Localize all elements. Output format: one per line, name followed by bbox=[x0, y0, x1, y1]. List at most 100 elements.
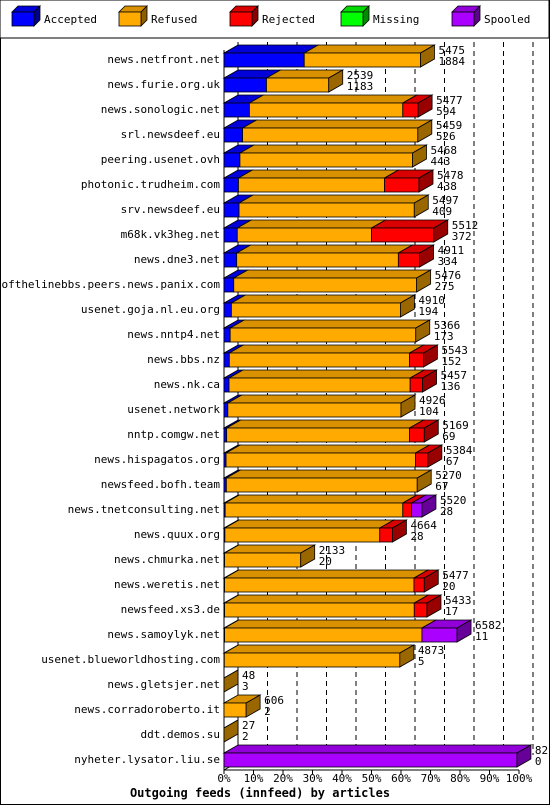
accepted-count-label: 194 bbox=[418, 305, 438, 318]
category-label: usenet.network bbox=[127, 403, 220, 416]
offered-count-label: 2539 bbox=[347, 69, 374, 82]
bar-segment-accepted-top bbox=[222, 44, 320, 54]
bar-segment-refused bbox=[266, 77, 330, 93]
bar-segment-refused bbox=[238, 202, 415, 218]
legend-item-refused: Refused bbox=[118, 5, 197, 27]
x-tick-label: 80% bbox=[450, 772, 470, 785]
category-label: news.chmurka.net bbox=[114, 553, 220, 566]
bar-segment-refused bbox=[224, 552, 302, 568]
offered-count-label: 5457 bbox=[441, 369, 468, 382]
bar-segment-refused-side bbox=[400, 394, 416, 418]
bar-segment-refused-side bbox=[417, 119, 433, 143]
bar-segment-rejected-side bbox=[422, 369, 437, 393]
accepted-count-label: 152 bbox=[441, 355, 461, 368]
bar-segment-rejected bbox=[384, 177, 420, 193]
category-label: news.quux.org bbox=[134, 528, 220, 541]
legend-label: Refused bbox=[151, 13, 197, 26]
offered-count-label: 606 bbox=[264, 694, 284, 707]
bar-segment-refused-top bbox=[228, 319, 432, 329]
bar-segment-refused-top bbox=[232, 269, 433, 279]
x-tick-label: 100% bbox=[506, 772, 533, 785]
accepted-count-label: 443 bbox=[431, 155, 451, 168]
bar-segment-rejected-side bbox=[417, 94, 433, 118]
bar-segment-refused-top bbox=[222, 644, 416, 654]
offered-count-label: 5477 bbox=[442, 569, 469, 582]
bar-segment-refused bbox=[236, 227, 372, 243]
bar-segment-refused-top bbox=[241, 119, 434, 129]
offered-count-label: 5475 bbox=[438, 44, 465, 57]
x-tick-label: 10% bbox=[244, 772, 264, 785]
bar-segment-refused-top bbox=[227, 344, 426, 354]
x-tick-label: 30% bbox=[303, 772, 323, 785]
bar-segment-refused-top bbox=[225, 419, 426, 429]
bar-segment-refused-top bbox=[224, 469, 433, 479]
accepted-count-label: 67 bbox=[435, 480, 448, 493]
accepted-count-label: 438 bbox=[437, 180, 457, 193]
bar-segment-rejected-side bbox=[418, 169, 434, 193]
bar-segment-refused-side bbox=[412, 144, 427, 168]
category-label: nntp.comgw.net bbox=[127, 428, 220, 441]
bar-segment-refused-top bbox=[224, 444, 431, 454]
bar-segment-rejected bbox=[402, 502, 413, 518]
bar-segment-refused bbox=[223, 652, 401, 668]
bar-segment-refused bbox=[224, 577, 415, 593]
accepted-count-label: 17 bbox=[445, 605, 458, 618]
bar-segment-refused-top bbox=[223, 519, 396, 529]
bar-segment-accepted bbox=[223, 352, 230, 368]
bar-segment-refused-top bbox=[226, 394, 417, 404]
bar-segment-refused-top bbox=[223, 619, 438, 629]
bar-segment-refused-side bbox=[245, 694, 261, 718]
bar-segment-refused-side bbox=[416, 269, 432, 293]
offered-count-label: 5543 bbox=[441, 344, 468, 357]
category-label: news.samoylyk.net bbox=[107, 628, 220, 641]
bar-segment-refused-side bbox=[416, 469, 432, 493]
bar-segment-refused bbox=[226, 427, 410, 443]
category-label: news.furie.org.uk bbox=[107, 78, 220, 91]
bar-segment-refused bbox=[238, 177, 385, 193]
bar-segment-refused-top bbox=[236, 169, 400, 179]
bar-segment-refused-side bbox=[415, 319, 431, 343]
offered-count-label: 2133 bbox=[319, 544, 346, 557]
bar-segment-rejected bbox=[413, 577, 425, 593]
bar-segment-refused bbox=[224, 527, 381, 543]
accepted-count-label: 1884 bbox=[438, 55, 465, 68]
category-label: news.nk.ca bbox=[154, 378, 220, 391]
offered-count-label: 5476 bbox=[435, 269, 462, 282]
offered-count-label: 6582 bbox=[475, 619, 502, 632]
accepted-count-label: 2 bbox=[242, 730, 249, 743]
legend-swatch bbox=[118, 11, 142, 27]
bar-segment-refused-top bbox=[223, 544, 317, 554]
legend-label: Accepted bbox=[44, 13, 97, 26]
legend-swatch bbox=[229, 11, 253, 27]
offered-count-label: 4664 bbox=[410, 519, 437, 532]
offered-count-label: 5433 bbox=[445, 594, 472, 607]
bar-segment-refused bbox=[224, 627, 423, 643]
bar-segment-refused bbox=[303, 52, 421, 68]
bar-segment-refused bbox=[224, 602, 415, 618]
bar-segment-accepted bbox=[223, 277, 235, 293]
x-tick-label: 50% bbox=[362, 772, 382, 785]
offered-count-label: 5169 bbox=[442, 419, 469, 432]
bar-segment-rejected-side bbox=[433, 219, 449, 243]
offered-count-label: 5366 bbox=[434, 319, 461, 332]
bar-segment-refused-top bbox=[223, 594, 430, 604]
bar-segment-spooled bbox=[421, 627, 458, 643]
bar-segment-rejected bbox=[379, 527, 393, 543]
category-label: news.netfront.net bbox=[107, 53, 220, 66]
bar-segment-refused-side bbox=[413, 194, 429, 218]
bar-segment-accepted bbox=[223, 202, 240, 218]
